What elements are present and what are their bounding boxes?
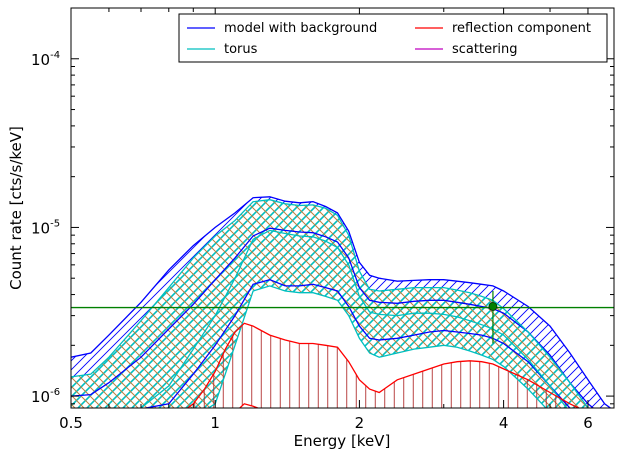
x-tick-label: 2 bbox=[355, 414, 365, 432]
x-axis-label: Energy [keV] bbox=[294, 432, 391, 450]
legend-box bbox=[178, 13, 608, 63]
legend-label-scattering: scattering bbox=[452, 42, 518, 57]
y-tick-label: 10-4 bbox=[31, 50, 60, 69]
band-reflection-component bbox=[187, 323, 579, 408]
x-tick-label: 4 bbox=[499, 414, 509, 432]
line-torus-lower bbox=[207, 285, 547, 408]
y-tick-label: 10-5 bbox=[31, 218, 60, 237]
line-reflection-component-lower bbox=[238, 403, 260, 408]
legend-label-model: model with background bbox=[224, 21, 377, 36]
legend-label-reflection: reflection component bbox=[452, 21, 591, 36]
x-tick-label: 1 bbox=[210, 414, 220, 432]
line-torus-middle bbox=[138, 229, 568, 408]
line-model-with-background-upper bbox=[71, 196, 612, 408]
data-point bbox=[488, 302, 498, 311]
line-reflection-component-upper bbox=[186, 322, 581, 408]
marker-layer bbox=[71, 290, 614, 344]
y-tick-label: 10-6 bbox=[31, 387, 60, 406]
line-model-with-background-middle bbox=[71, 227, 595, 408]
legend-label-torus: torus bbox=[224, 42, 258, 57]
line-model-with-background-lower bbox=[142, 279, 571, 408]
tick-layer: 0.5 1 2 4 6 10-6 10-5 10-4 bbox=[31, 8, 614, 432]
plot-frame bbox=[70, 7, 615, 409]
y-axis-label: Count rate [cts/s/keV] bbox=[7, 126, 25, 290]
x-tick-label: 0.5 bbox=[59, 414, 83, 432]
x-tick-label: 6 bbox=[583, 414, 593, 432]
line-torus-upper bbox=[71, 199, 589, 408]
legend: model with background torus reflection c… bbox=[178, 13, 608, 63]
line-layer bbox=[71, 196, 612, 408]
